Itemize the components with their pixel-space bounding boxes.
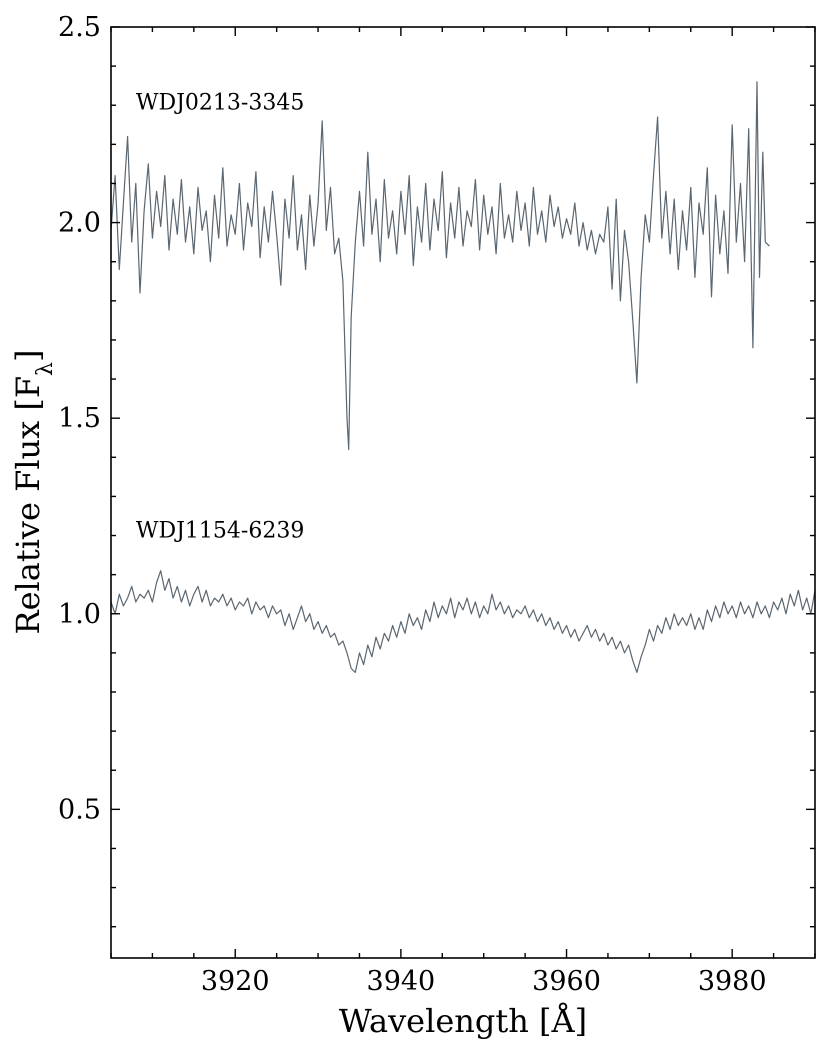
series-labels: WDJ0213-3345 WDJ1154-6239	[136, 90, 304, 543]
series-label-0: WDJ0213-3345	[136, 90, 304, 115]
x-tick-label: 3940	[367, 966, 436, 997]
series-line-0	[110, 81, 770, 451]
y-axis-label: Relative Flux [Fλ]	[9, 349, 58, 634]
y-tick-label: 2.5	[58, 12, 101, 43]
axis-tick-labels: 3920 3940 3960 3980 0.5 1.0 1.5 2.0 2.5	[58, 12, 766, 997]
y-tick-label: 1.5	[58, 403, 101, 434]
plot-frame	[110, 26, 816, 959]
y-axis-label-main: Relative Flux [F	[9, 376, 47, 635]
y-axis-label-suffix: ]	[9, 349, 47, 361]
x-tick-label: 3980	[698, 966, 767, 997]
x-tick-label: 3960	[532, 966, 601, 997]
x-axis-label: Wavelength [Å]	[339, 1002, 587, 1040]
series-label-1: WDJ1154-6239	[136, 519, 304, 544]
y-tick-label: 2.0	[58, 208, 101, 239]
y-tick-label: 0.5	[58, 794, 101, 825]
series-line-1	[110, 570, 816, 673]
plot-lines	[110, 81, 816, 673]
y-tick-label: 1.0	[58, 599, 101, 630]
x-tick-label: 3920	[201, 966, 270, 997]
y-axis-label-subscript: λ	[33, 362, 58, 376]
